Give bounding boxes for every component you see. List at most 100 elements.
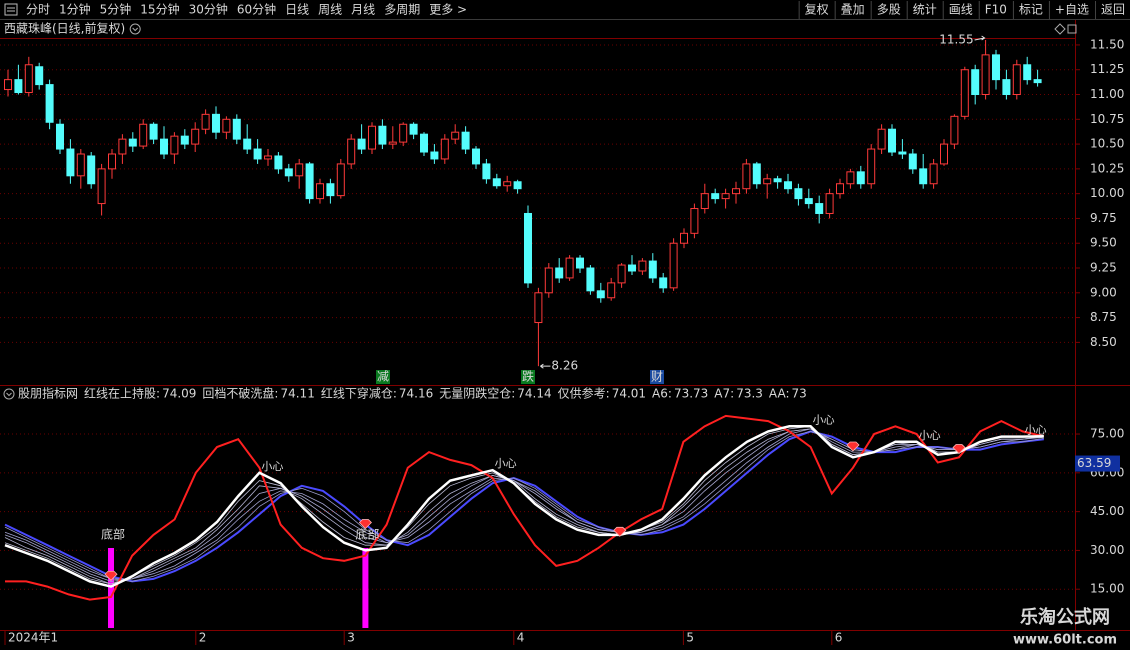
toolbar-button[interactable]: 标记	[1019, 3, 1043, 17]
legend-name: 无量阴跌空仓:	[439, 386, 515, 401]
watermark-name: 乐淘公式网	[1020, 606, 1110, 628]
period-tab[interactable]: 多周期	[384, 3, 420, 17]
warning-label: 小心	[813, 413, 835, 426]
period-tab[interactable]: 60分钟	[237, 2, 276, 17]
candle-body	[659, 277, 668, 289]
candle-body	[825, 193, 834, 214]
square-icon[interactable]	[1067, 24, 1077, 34]
candle-body	[596, 290, 605, 299]
toolbar-button[interactable]: 返回	[1101, 3, 1125, 17]
y-tick-label: 75.00	[1090, 427, 1124, 441]
signal-diamond	[952, 444, 966, 455]
x-tick-label: 3	[347, 631, 355, 645]
toolbar-button[interactable]: 画线	[949, 3, 973, 17]
toolbar-button[interactable]: 叠加	[841, 3, 865, 17]
chart-title: 西藏珠峰(日线,前复权)	[4, 21, 125, 36]
event-marker[interactable]	[376, 370, 390, 384]
legend-value: 74.16	[399, 387, 433, 401]
period-tab[interactable]: 5分钟	[100, 2, 132, 17]
candle-body	[690, 208, 699, 234]
current-value-box	[1075, 455, 1120, 472]
period-tab[interactable]: 30分钟	[189, 2, 228, 17]
candle-body	[482, 163, 491, 180]
candle-body	[35, 66, 44, 86]
marks	[4, 39, 1045, 601]
period-tab[interactable]: 周线	[318, 3, 342, 17]
diamond-icon[interactable]	[1054, 23, 1066, 35]
x-tick-label: 6	[835, 631, 843, 645]
candle-body	[409, 123, 418, 135]
candle-body	[836, 183, 844, 195]
event-label: 跌	[522, 369, 534, 384]
event-marker[interactable]	[521, 370, 535, 384]
candle-body	[149, 123, 158, 140]
candle-body	[492, 178, 501, 187]
candle-body	[399, 123, 408, 143]
period-tab[interactable]: 月线	[351, 3, 375, 17]
indicator-line	[4, 425, 1044, 588]
candle-body	[971, 69, 980, 96]
y-tick-label: 9.00	[1090, 285, 1117, 299]
candle-body	[253, 148, 262, 160]
candle-body	[45, 84, 54, 123]
period-tab[interactable]: 更多 >	[429, 3, 467, 17]
y-tick-label: 10.75	[1090, 112, 1124, 126]
signal-bar	[108, 548, 114, 628]
legend-value: 73.3	[736, 387, 763, 401]
candle-body	[732, 188, 740, 195]
indicator-menu-icon[interactable]	[3, 388, 15, 400]
y-tick-label: 11.50	[1090, 37, 1124, 51]
high-arrow	[974, 35, 986, 41]
y-tick-label: 10.50	[1090, 137, 1124, 151]
toolbar-button[interactable]: F10	[985, 3, 1007, 17]
candle-body	[992, 54, 1000, 81]
candle-body	[576, 257, 584, 269]
candle-body	[430, 151, 439, 160]
high-label: 11.55	[939, 32, 973, 46]
legend-value: 74.14	[517, 387, 551, 401]
y-tick-label: 10.25	[1090, 161, 1124, 175]
candle-body	[347, 138, 356, 165]
candle-body	[981, 54, 990, 96]
period-tab[interactable]: 分时	[26, 3, 50, 17]
legend-name: 红线在上持股:	[84, 386, 160, 401]
candle-body	[160, 138, 168, 155]
menu-icon[interactable]	[4, 3, 18, 16]
candle-body	[742, 163, 751, 190]
y-tick-label: 11.00	[1090, 87, 1124, 101]
title-menu-icon[interactable]	[129, 23, 141, 35]
candle-body	[960, 69, 969, 117]
period-tab[interactable]: 1分钟	[59, 2, 91, 17]
candle-body	[638, 260, 647, 272]
candle-body	[877, 128, 886, 150]
signal-label: 底部	[101, 527, 125, 542]
candle-body	[378, 125, 387, 145]
warning-label: 小心	[919, 429, 941, 442]
legend-value: 74.01	[612, 387, 646, 401]
indicator-line	[5, 414, 1045, 601]
candle-body	[212, 113, 220, 133]
toolbar-button[interactable]: +自选	[1055, 3, 1089, 17]
candle-body	[170, 135, 179, 155]
toolbar-button[interactable]: 统计	[913, 3, 937, 17]
candle-body	[295, 163, 304, 177]
y-tick-label: 9.75	[1090, 211, 1117, 225]
candle-body	[503, 181, 512, 187]
candle-body	[76, 153, 85, 177]
period-tab[interactable]: 15分钟	[140, 2, 179, 17]
candle-body	[711, 193, 720, 200]
candle-body	[721, 193, 730, 200]
event-marker[interactable]	[650, 370, 664, 384]
candle-body	[305, 163, 314, 200]
candle-body	[4, 79, 12, 91]
legend-name: AA:	[769, 387, 790, 401]
toolbar-button[interactable]: 多股	[877, 3, 901, 17]
candle-body	[628, 264, 636, 272]
y-tick-label: 11.25	[1090, 62, 1124, 76]
period-tab[interactable]: 日线	[285, 3, 309, 17]
candle-body	[316, 183, 324, 200]
toolbar-button[interactable]: 复权	[805, 3, 829, 17]
y-tick-label: 15.00	[1090, 582, 1124, 596]
